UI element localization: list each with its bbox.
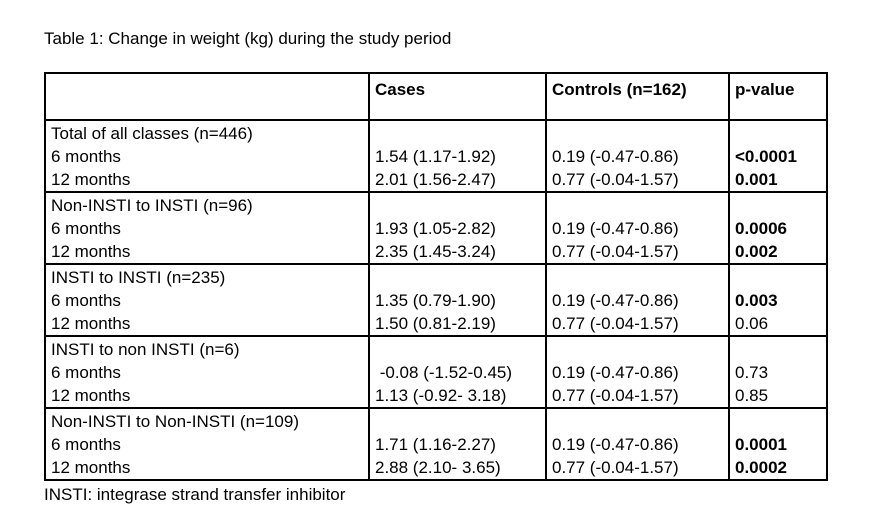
period-label: 6 months — [51, 363, 121, 382]
table-row-total-all-classes: Total of all classes (n=446) 6 months 12… — [44, 119, 828, 193]
pvalue: 0.001 — [735, 170, 778, 189]
pvalue-cell: 0.003 0.06 — [728, 263, 828, 337]
period-label: 12 months — [51, 314, 131, 333]
empty-line — [735, 122, 824, 145]
cases-value: 1.54 (1.17-1.92) — [375, 147, 496, 166]
cases-value: 1.93 (1.05-2.82) — [375, 219, 496, 238]
empty-line — [375, 122, 543, 145]
empty-line — [735, 338, 824, 361]
row-label-cell: Non-INSTI to INSTI (n=96) 6 months 12 mo… — [44, 191, 370, 265]
controls-cell: 0.19 (-0.47-0.86) 0.77 (-0.04-1.57) — [545, 335, 730, 409]
cases-cell: 1.71 (1.16-2.27) 2.88 (2.10- 3.65) — [368, 407, 547, 481]
section-label: Non-INSTI to Non-INSTI (n=109) — [51, 412, 300, 431]
section-label: Non-INSTI to INSTI (n=96) — [51, 196, 253, 215]
cases-value: -0.08 (-1.52-0.45) — [375, 363, 513, 382]
pvalue: 0.06 — [735, 314, 769, 333]
period-label: 12 months — [51, 458, 131, 477]
row-label-cell: INSTI to non INSTI (n=6) 6 months 12 mon… — [44, 335, 370, 409]
empty-line — [552, 338, 726, 361]
pvalue: 0.0001 — [735, 435, 787, 454]
controls-value: 0.19 (-0.47-0.86) — [552, 363, 679, 382]
controls-value: 0.19 (-0.47-0.86) — [552, 147, 679, 166]
period-label: 6 months — [51, 291, 121, 310]
controls-value: 0.77 (-0.04-1.57) — [552, 242, 679, 261]
controls-value: 0.77 (-0.04-1.57) — [552, 170, 679, 189]
controls-value: 0.77 (-0.04-1.57) — [552, 386, 679, 405]
header-cases: Cases — [368, 72, 547, 121]
cases-value: 1.35 (0.79-1.90) — [375, 291, 496, 310]
controls-cell: 0.19 (-0.47-0.86) 0.77 (-0.04-1.57) — [545, 191, 730, 265]
table-row-non-insti-to-insti: Non-INSTI to INSTI (n=96) 6 months 12 mo… — [44, 191, 828, 265]
controls-value: 0.19 (-0.47-0.86) — [552, 291, 679, 310]
document-page: Table 1: Change in weight (kg) during th… — [0, 28, 880, 512]
pvalue: 0.003 — [735, 291, 778, 310]
controls-cell: 0.19 (-0.47-0.86) 0.77 (-0.04-1.57) — [545, 119, 730, 193]
cases-value: 2.35 (1.45-3.24) — [375, 242, 496, 261]
section-label: Total of all classes (n=446) — [51, 124, 253, 143]
cases-cell: 1.35 (0.79-1.90) 1.50 (0.81-2.19) — [368, 263, 547, 337]
cases-value: 2.01 (1.56-2.47) — [375, 170, 496, 189]
table-row-insti-to-non-insti: INSTI to non INSTI (n=6) 6 months 12 mon… — [44, 335, 828, 409]
pvalue-cell: 0.0001 0.0002 — [728, 407, 828, 481]
period-label: 12 months — [51, 242, 131, 261]
table-footnote: INSTI: integrase strand transfer inhibit… — [44, 485, 346, 504]
header-pvalue: p-value — [728, 72, 828, 121]
period-label: 6 months — [51, 219, 121, 238]
weight-change-table: Cases Controls (n=162) p-value Total of … — [44, 72, 828, 481]
controls-cell: 0.19 (-0.47-0.86) 0.77 (-0.04-1.57) — [545, 407, 730, 481]
period-label: 12 months — [51, 386, 131, 405]
empty-line — [735, 266, 824, 289]
header-empty-cell — [44, 72, 370, 121]
section-label: INSTI to INSTI (n=235) — [51, 268, 226, 287]
pvalue: 0.73 — [735, 363, 769, 382]
pvalue: 0.0006 — [735, 219, 787, 238]
row-label-cell: Total of all classes (n=446) 6 months 12… — [44, 119, 370, 193]
pvalue-cell: <0.0001 0.001 — [728, 119, 828, 193]
controls-value: 0.77 (-0.04-1.57) — [552, 458, 679, 477]
header-row: Cases Controls (n=162) p-value — [44, 72, 828, 121]
table-row-non-insti-to-non-insti: Non-INSTI to Non-INSTI (n=109) 6 months … — [44, 407, 828, 481]
empty-line — [735, 410, 824, 433]
period-label: 6 months — [51, 435, 121, 454]
pvalue: 0.002 — [735, 242, 778, 261]
cases-cell: 1.93 (1.05-2.82) 2.35 (1.45-3.24) — [368, 191, 547, 265]
empty-line — [375, 410, 543, 433]
row-label-cell: INSTI to INSTI (n=235) 6 months 12 month… — [44, 263, 370, 337]
period-label: 12 months — [51, 170, 131, 189]
empty-line — [552, 410, 726, 433]
empty-line — [552, 266, 726, 289]
cases-value: 1.71 (1.16-2.27) — [375, 435, 496, 454]
empty-line — [552, 194, 726, 217]
table-caption: Table 1: Change in weight (kg) during th… — [44, 29, 452, 48]
empty-line — [552, 122, 726, 145]
empty-line — [375, 266, 543, 289]
controls-value: 0.19 (-0.47-0.86) — [552, 435, 679, 454]
table-row-insti-to-insti: INSTI to INSTI (n=235) 6 months 12 month… — [44, 263, 828, 337]
empty-line — [735, 194, 824, 217]
pvalue: 0.0002 — [735, 458, 787, 477]
header-controls: Controls (n=162) — [545, 72, 730, 121]
section-label: INSTI to non INSTI (n=6) — [51, 340, 240, 359]
pvalue: 0.85 — [735, 386, 769, 405]
pvalue-cell: 0.0006 0.002 — [728, 191, 828, 265]
cases-cell: -0.08 (-1.52-0.45) 1.13 (-0.92- 3.18) — [368, 335, 547, 409]
pvalue-cell: 0.73 0.85 — [728, 335, 828, 409]
empty-line — [375, 338, 543, 361]
cases-cell: 1.54 (1.17-1.92) 2.01 (1.56-2.47) — [368, 119, 547, 193]
pvalue: <0.0001 — [735, 147, 797, 166]
period-label: 6 months — [51, 147, 121, 166]
controls-cell: 0.19 (-0.47-0.86) 0.77 (-0.04-1.57) — [545, 263, 730, 337]
controls-value: 0.77 (-0.04-1.57) — [552, 314, 679, 333]
cases-value: 1.13 (-0.92- 3.18) — [375, 386, 507, 405]
cases-value: 2.88 (2.10- 3.65) — [375, 458, 501, 477]
controls-value: 0.19 (-0.47-0.86) — [552, 219, 679, 238]
empty-line — [375, 194, 543, 217]
row-label-cell: Non-INSTI to Non-INSTI (n=109) 6 months … — [44, 407, 370, 481]
cases-value: 1.50 (0.81-2.19) — [375, 314, 496, 333]
